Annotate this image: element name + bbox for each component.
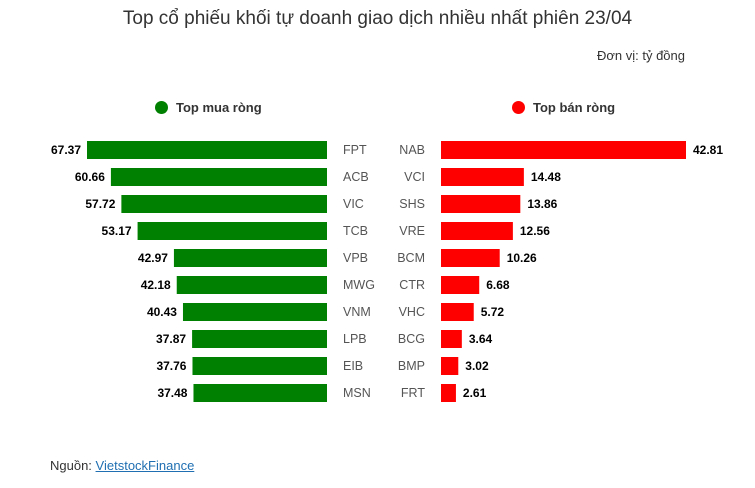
buy-ticker-label: MWG xyxy=(343,278,375,292)
sell-bar xyxy=(441,168,524,186)
buy-bar xyxy=(182,303,327,321)
legend-buy-marker xyxy=(155,101,168,114)
sell-bar xyxy=(441,222,513,240)
buy-ticker-label: FPT xyxy=(343,143,367,157)
sell-bar xyxy=(441,249,500,267)
sell-ticker-label: NAB xyxy=(399,143,425,157)
buy-value-label: 37.87 xyxy=(156,332,186,346)
buy-ticker-label: MSN xyxy=(343,386,371,400)
sell-ticker-label: SHS xyxy=(399,197,425,211)
sell-value-label: 42.81 xyxy=(693,143,723,157)
buy-value-label: 37.76 xyxy=(156,359,186,373)
sell-bar xyxy=(441,303,474,321)
buy-ticker-label: VIC xyxy=(343,197,364,211)
legend-buy: Top mua ròng xyxy=(155,100,262,115)
sell-value-label: 2.61 xyxy=(463,386,487,400)
sell-ticker-label: CTR xyxy=(399,278,425,292)
sell-bar xyxy=(441,330,462,348)
buy-bar xyxy=(137,222,327,240)
buy-bar xyxy=(110,168,328,186)
sell-value-label: 3.02 xyxy=(465,359,489,373)
sell-value-label: 3.64 xyxy=(469,332,493,346)
sell-value-label: 6.68 xyxy=(486,278,510,292)
sell-value-label: 10.26 xyxy=(507,251,537,265)
sell-bar xyxy=(441,141,686,159)
source-link[interactable]: VietstockFinance xyxy=(95,458,195,473)
buy-value-label: 57.72 xyxy=(85,197,115,211)
sell-ticker-label: BMP xyxy=(398,359,425,373)
buy-ticker-label: TCB xyxy=(343,224,368,238)
buy-value-label: 42.97 xyxy=(138,251,168,265)
buy-value-label: 60.66 xyxy=(75,170,105,184)
buy-bar xyxy=(121,195,327,213)
buy-ticker-label: EIB xyxy=(343,359,363,373)
buy-value-label: 42.18 xyxy=(141,278,171,292)
buy-bar xyxy=(173,249,327,267)
sell-ticker-label: BCG xyxy=(398,332,425,346)
sell-value-label: 13.86 xyxy=(527,197,557,211)
chart-title: Top cổ phiếu khối tự doanh giao dịch nhi… xyxy=(122,8,633,29)
legend-buy-label: Top mua ròng xyxy=(176,100,262,115)
buy-bar xyxy=(192,330,327,348)
sell-ticker-label: VHC xyxy=(399,305,425,319)
source-note: Nguồn: VietstockFinance xyxy=(50,458,194,473)
buy-ticker-label: ACB xyxy=(343,170,369,184)
buy-ticker-label: VNM xyxy=(343,305,371,319)
sell-ticker-label: VCI xyxy=(404,170,425,184)
legend-sell: Top bán ròng xyxy=(512,100,615,115)
sell-ticker-label: FRT xyxy=(401,386,425,400)
buy-value-label: 40.43 xyxy=(147,305,177,319)
sell-bar xyxy=(441,357,459,375)
source-label: Nguồn: xyxy=(50,458,96,473)
sell-ticker-label: BCM xyxy=(397,251,425,265)
buy-bar xyxy=(87,141,327,159)
legend-sell-marker xyxy=(512,101,525,114)
buy-value-label: 53.17 xyxy=(102,224,132,238)
buy-value-label: 67.37 xyxy=(51,143,81,157)
buy-ticker-label: VPB xyxy=(343,251,368,265)
sell-bar xyxy=(441,195,521,213)
sell-value-label: 5.72 xyxy=(481,305,505,319)
sell-value-label: 14.48 xyxy=(531,170,561,184)
buy-bar xyxy=(192,357,327,375)
sell-value-label: 12.56 xyxy=(520,224,550,238)
buy-ticker-label: LPB xyxy=(343,332,367,346)
buy-bar xyxy=(176,276,327,294)
legend-sell-label: Top bán ròng xyxy=(533,100,616,115)
buy-value-label: 37.48 xyxy=(157,386,187,400)
sell-bar xyxy=(441,276,480,294)
sell-bar xyxy=(441,384,456,402)
sell-ticker-label: VRE xyxy=(399,224,425,238)
buy-bar xyxy=(193,384,327,402)
unit-label: Đơn vị: tỷ đồng xyxy=(596,48,685,63)
